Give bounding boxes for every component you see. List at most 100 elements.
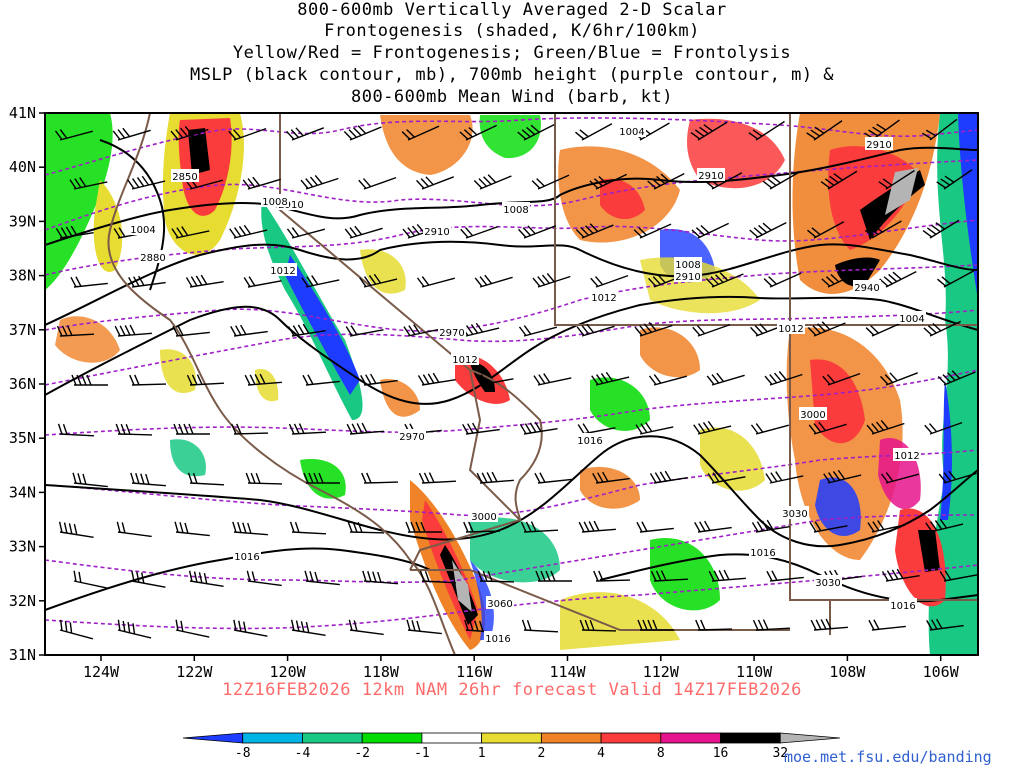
label-bg [484,631,512,644]
title-line-2: Frontogenesis (shaded, K/6hr/100km) [324,21,700,41]
wind-barb [127,175,166,190]
wind-barb [531,174,570,190]
wind-barb [115,423,153,436]
wind-barb [690,121,728,141]
wind-barb [54,129,94,141]
wind-barb [233,619,268,637]
lat-tick-label: 38N [9,267,36,285]
label-bg [470,509,498,522]
wind-barb [693,420,732,435]
height-contour-label: 2910 [278,200,303,211]
wind-barb [170,126,209,141]
wind-barb [347,521,385,534]
wind-barb [289,521,326,535]
wind-barb [288,423,326,435]
label-bg [438,325,466,338]
colorbar-segment [182,732,244,744]
colorbar-label: 32 [772,746,788,761]
wind-barb [820,170,858,190]
label-bg [865,137,893,150]
wind-barb [578,520,616,533]
wind-barb [575,223,614,239]
colorbar-segment [421,732,483,744]
wind-barb [706,372,745,386]
wind-barb [230,324,268,337]
label-bg [777,321,805,334]
colorbar: -8 -4 -2 -1 1 2 4 8 16 32 [182,732,841,761]
wind-barb [520,521,558,533]
wind-barb [462,422,500,435]
mslp-contour-label: 1004 [899,314,924,325]
credit-url: moe.met.fsu.edu/banding [784,748,992,766]
wind-barb [924,421,963,435]
wind-barb [591,371,630,386]
wind-barb [475,374,514,386]
wind-barb [766,570,804,582]
wind-barb [868,619,906,631]
wind-barb [358,176,397,190]
wind-barb [419,570,456,584]
wind-barb [590,274,629,288]
wind-barb [114,324,152,337]
label-bg [674,257,702,270]
wind-barb [228,127,267,141]
wind-barb [864,220,902,239]
shading-layer [45,113,978,655]
wind-barb [519,421,558,435]
colorbar-label: 2 [537,746,545,761]
wind-barb [57,423,94,437]
wind-barb [809,521,848,533]
wind-barb [344,225,383,239]
lat-tick-label: 37N [9,321,36,339]
wind-barb [692,323,731,337]
forecast-valid-time: 12Z16FEB2026 12km NAM 26hr forecast Vali… [222,680,802,700]
wind-barb [348,619,384,636]
wind-barb [130,472,166,487]
label-bg [502,202,530,215]
mslp-contour-label: 1012 [591,293,616,304]
wind-barb [232,521,268,536]
wind-barb [865,321,904,337]
wind-barb [518,225,556,239]
height-contour-label: 3000 [471,512,496,523]
wind-barb [707,472,746,484]
wind-barb [937,270,975,288]
wind-barb [359,273,398,288]
mslp-contour-label: 1016 [485,634,510,645]
wind-barb [691,222,729,239]
label-bg [576,433,604,446]
wind-barb [418,472,456,484]
wind-barb [73,570,108,589]
colorbar-segment [779,732,841,744]
label-bg [398,429,426,442]
mslp-contour-label: 1016 [577,436,602,447]
wind-barb [70,276,108,288]
mslp-contour-label: 1012 [452,355,477,366]
wind-barb [345,325,384,337]
label-bg [129,222,157,235]
colorbar-segment [660,732,721,744]
wind-barb [171,226,210,239]
lat-tick-label: 32N [9,592,36,610]
wind-barb [242,176,281,190]
wind-barb [751,519,790,533]
wind-barb [403,324,442,337]
wind-barb [405,521,442,533]
wind-barb [463,521,501,533]
label-bg [889,598,917,611]
height-contour-label: 3030 [815,578,840,589]
label-bg [799,407,827,420]
wind-barb [518,325,558,337]
wind-barb [131,570,166,588]
wind-barb [128,275,166,288]
colorbar-segment [540,732,602,744]
wind-barb [879,270,917,288]
mslp-contour-label: 1012 [778,324,803,335]
wind-barb [633,223,672,239]
wind-barb [752,619,790,631]
label-bg [139,250,167,263]
wind-barb [534,472,572,484]
height-contour-label: 2880 [140,253,165,264]
wind-barb [406,619,442,635]
label-bg [898,311,926,324]
